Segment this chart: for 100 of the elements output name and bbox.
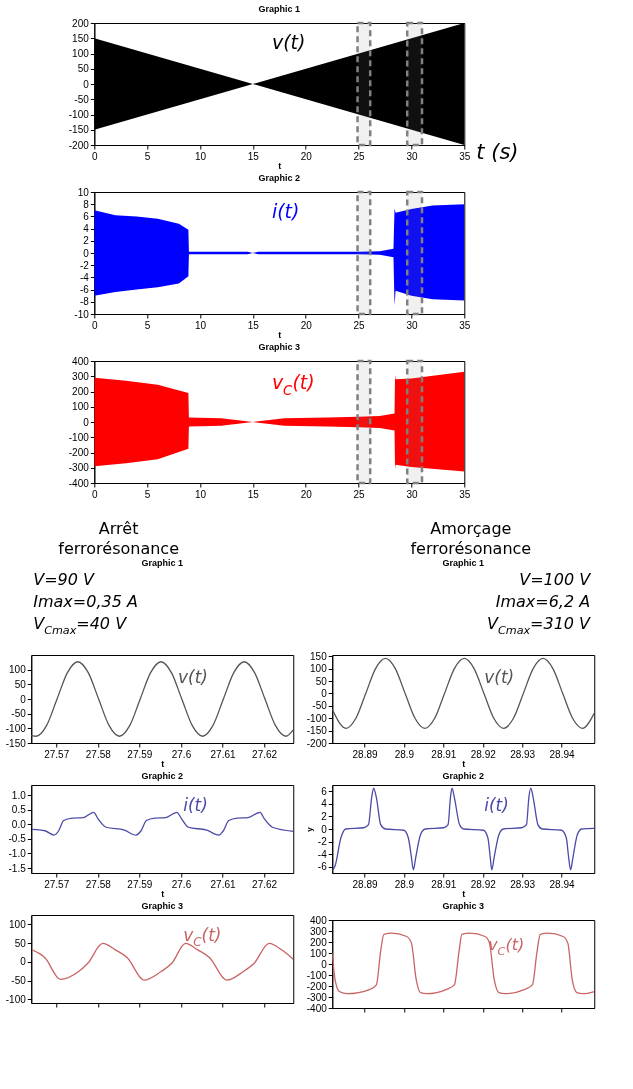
y-tick-label: 100 — [9, 664, 27, 676]
x-tick-label: 27.57 — [44, 748, 70, 760]
y-tick-label: -50 — [11, 975, 27, 987]
x-tick-label: 35 — [459, 319, 471, 331]
y-tick-label: 6 — [83, 210, 90, 222]
x-tick-label: 28.89 — [352, 748, 378, 760]
x-axis-title: t — [161, 888, 165, 899]
y-tick-label: -100 — [306, 969, 328, 981]
y-tick-label: 100 — [72, 48, 90, 59]
y-tick-label: -10 — [74, 308, 90, 320]
y-tick-label: -150 — [68, 124, 90, 136]
y-tick-label: 0 — [321, 687, 328, 699]
y-tick-label: -1.0 — [8, 847, 27, 859]
x-tick-label: 0 — [92, 488, 99, 500]
y-tick-label: 300 — [310, 925, 328, 937]
x-tick-label: 10 — [194, 150, 207, 162]
y-tick-label: -200 — [68, 447, 90, 458]
y-tick-label: -8 — [79, 296, 90, 308]
x-tick-label: 27.62 — [252, 878, 278, 890]
chart-title: Graphic 1 — [141, 558, 184, 568]
y-tick-label: 4 — [83, 223, 90, 235]
x-tick-label: 30 — [406, 319, 418, 331]
y-tick-label: 2 — [83, 235, 90, 247]
x-tick-label: 20 — [300, 488, 313, 500]
x-tick-label: 25 — [353, 488, 366, 500]
y-tick-label: -2 — [79, 259, 90, 271]
x-axis-title: t — [462, 888, 466, 899]
text: V=90 V — [33, 570, 96, 589]
y-tick-label: 50 — [14, 937, 27, 949]
y-tick-label: 200 — [310, 936, 328, 948]
chart-title: Graphic 2 — [442, 771, 485, 781]
line-series — [31, 661, 294, 737]
x-tick-label: 15 — [247, 150, 260, 162]
chart-title: Graphic 1 — [442, 558, 485, 568]
x-tick-label: 28.92 — [470, 878, 497, 890]
y-tick-label: 6 — [321, 785, 328, 797]
y-tick-label: 100 — [9, 918, 27, 930]
chart-title: Graphic 3 — [141, 901, 184, 911]
text: Imax=0,35 A — [33, 592, 138, 611]
x-tick-label: 28.91 — [431, 748, 457, 760]
x-tick-label: 0 — [92, 319, 99, 331]
y-tick-label: -4 — [79, 271, 90, 283]
series-label: i(t) — [183, 795, 208, 815]
x-axis-title: t — [278, 329, 282, 340]
y-tick-label: 50 — [315, 675, 328, 687]
y-tick-label: 150 — [310, 650, 328, 662]
text: Imax=6,2 A — [495, 592, 591, 611]
x-tick-label: 15 — [247, 319, 260, 331]
chart-title: Graphic 2 — [141, 771, 184, 781]
x-tick-label: 5 — [144, 488, 151, 500]
text: t (s) — [476, 140, 519, 164]
y-tick-label: 10 — [77, 186, 90, 198]
y-tick-label: -150 — [306, 725, 328, 737]
chart-title: Graphic 3 — [442, 901, 485, 911]
x-tick-label: 10 — [194, 488, 207, 500]
x-tick-label: 30 — [406, 150, 418, 162]
y-tick-label: -50 — [312, 700, 328, 712]
y-tick-label: -1.5 — [8, 862, 27, 874]
x-tick-label: 35 — [459, 150, 471, 162]
y-tick-label: 100 — [310, 947, 328, 959]
y-tick-label: 0 — [20, 956, 27, 968]
x-tick-label: 35 — [459, 488, 471, 500]
y-tick-label: -100 — [68, 109, 90, 120]
y-tick-label: -100 — [5, 993, 27, 1005]
chart-title: Graphic 2 — [258, 173, 301, 183]
x-tick-label: 27.59 — [127, 748, 153, 760]
x-tick-label: 28.93 — [510, 878, 536, 890]
chart-title: Graphic 3 — [258, 342, 301, 352]
x-tick-label: 28.92 — [470, 748, 497, 760]
x-tick-label: 5 — [144, 150, 151, 162]
y-tick-label: 400 — [310, 914, 328, 926]
y-tick-label: 50 — [77, 63, 90, 75]
x-tick-label: 27.61 — [210, 878, 236, 890]
y-tick-label: -200 — [306, 737, 328, 749]
y-tick-label: 0 — [83, 78, 90, 90]
series-label: v(t) — [484, 667, 515, 687]
text: Amorçage ferrorésonance — [410, 519, 532, 558]
y-tick-label: -100 — [5, 722, 27, 734]
y-tick-label: 8 — [83, 198, 90, 210]
y-tick-label: 0 — [321, 958, 328, 970]
y-tick-label: 1.0 — [11, 789, 27, 801]
y-axis-title: y — [304, 826, 314, 832]
x-tick-label: 28.89 — [352, 878, 378, 890]
line-series — [31, 811, 294, 836]
y-tick-label: 0.0 — [11, 818, 27, 830]
x-tick-label: 30 — [406, 488, 418, 500]
y-tick-label: -6 — [317, 861, 328, 873]
line-series — [332, 932, 595, 995]
y-tick-label: 150 — [72, 32, 90, 44]
series-label: i(t) — [484, 795, 509, 815]
x-axis-title: t — [161, 758, 165, 769]
line-series — [332, 787, 595, 872]
y-tick-label: -150 — [5, 737, 27, 749]
y-tick-label: 0.5 — [11, 804, 27, 816]
y-tick-label: -400 — [306, 1002, 328, 1014]
y-tick-label: 0 — [321, 823, 328, 835]
y-tick-label: 0 — [83, 416, 90, 428]
x-tick-label: 15 — [247, 488, 260, 500]
x-tick-label: 28.9 — [394, 878, 415, 890]
series-label: v(t) — [177, 667, 208, 687]
